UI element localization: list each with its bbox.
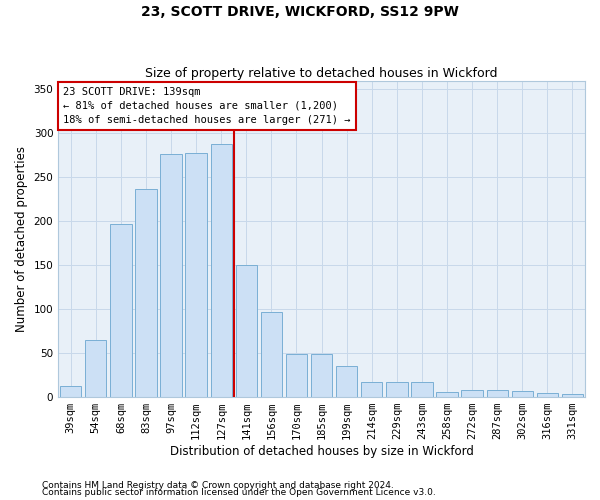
- Bar: [185, 152, 207, 396]
- Bar: [160, 154, 182, 396]
- Bar: [386, 382, 407, 396]
- Bar: [411, 382, 433, 396]
- Bar: [211, 144, 232, 397]
- Bar: [512, 392, 533, 396]
- Bar: [562, 394, 583, 396]
- Bar: [85, 340, 106, 396]
- Bar: [136, 190, 157, 396]
- Bar: [311, 354, 332, 397]
- Bar: [436, 392, 458, 396]
- Text: 23 SCOTT DRIVE: 139sqm
← 81% of detached houses are smaller (1,200)
18% of semi-: 23 SCOTT DRIVE: 139sqm ← 81% of detached…: [64, 87, 351, 125]
- Bar: [60, 386, 82, 396]
- Text: Contains public sector information licensed under the Open Government Licence v3: Contains public sector information licen…: [42, 488, 436, 497]
- X-axis label: Distribution of detached houses by size in Wickford: Distribution of detached houses by size …: [170, 444, 473, 458]
- Text: 23, SCOTT DRIVE, WICKFORD, SS12 9PW: 23, SCOTT DRIVE, WICKFORD, SS12 9PW: [141, 5, 459, 19]
- Bar: [461, 390, 483, 396]
- Bar: [361, 382, 382, 396]
- Bar: [286, 354, 307, 397]
- Y-axis label: Number of detached properties: Number of detached properties: [15, 146, 28, 332]
- Title: Size of property relative to detached houses in Wickford: Size of property relative to detached ho…: [145, 66, 498, 80]
- Bar: [537, 393, 558, 396]
- Bar: [236, 265, 257, 396]
- Bar: [110, 224, 131, 396]
- Text: Contains HM Land Registry data © Crown copyright and database right 2024.: Contains HM Land Registry data © Crown c…: [42, 480, 394, 490]
- Bar: [336, 366, 358, 396]
- Bar: [487, 390, 508, 396]
- Bar: [261, 312, 282, 396]
